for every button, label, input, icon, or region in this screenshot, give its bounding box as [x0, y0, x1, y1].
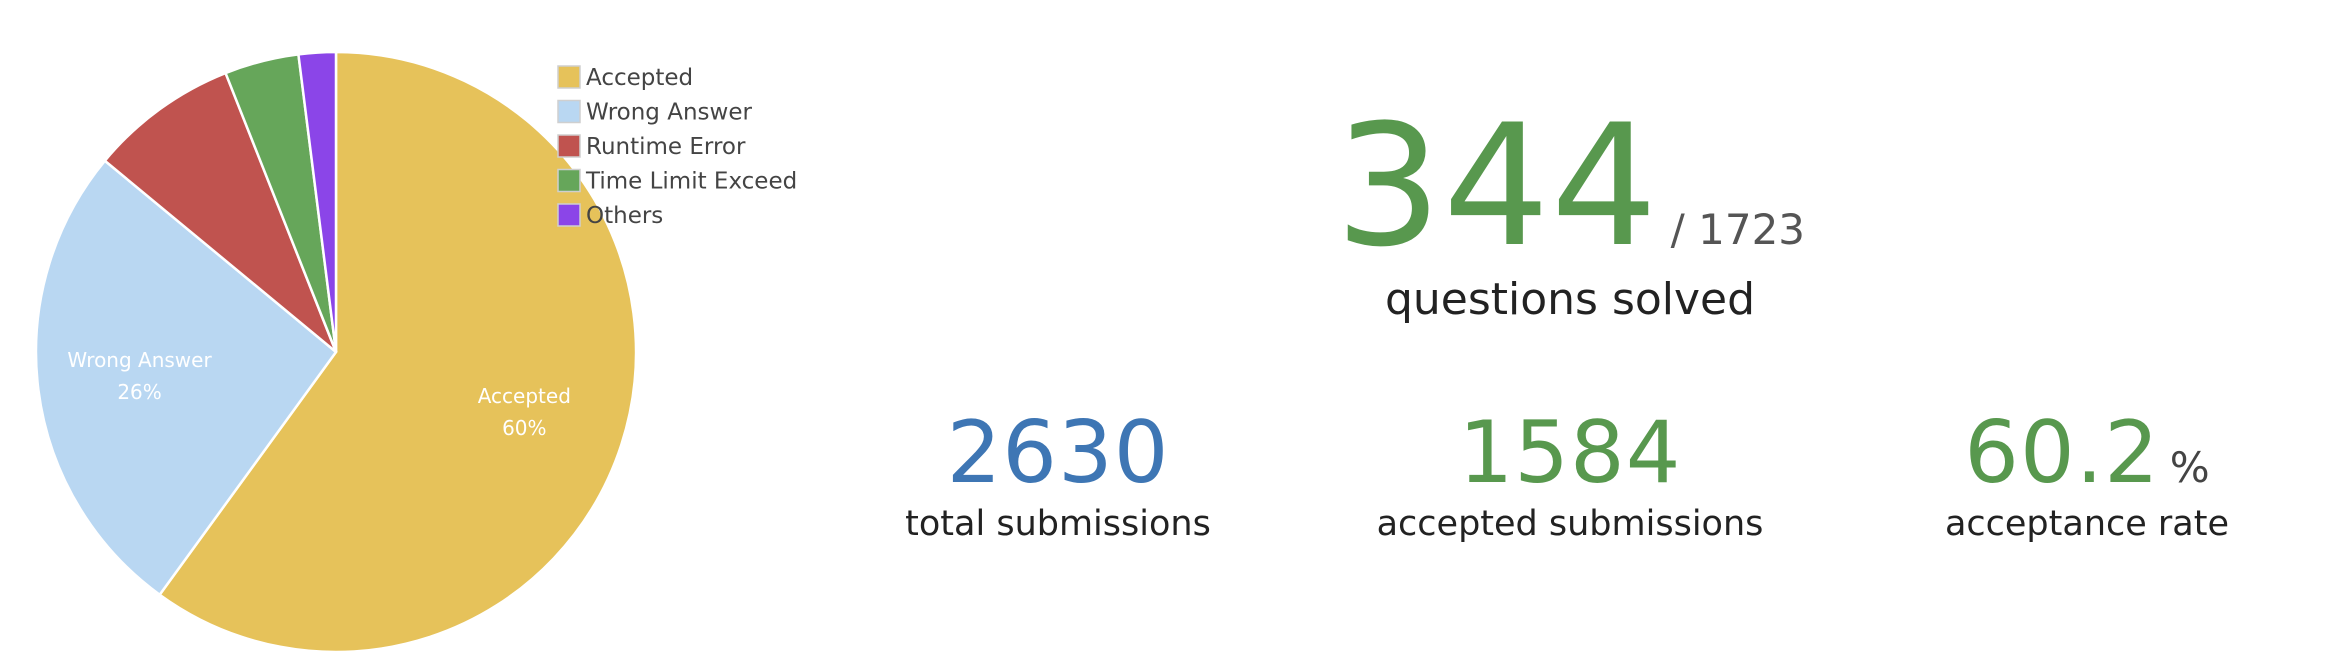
questions-solved-stat: 344 / 1723 questions solved — [1270, 102, 1870, 325]
solved-count: 344 — [1334, 88, 1659, 284]
acceptance-rate-value: 60.2 — [1964, 403, 2160, 503]
total-questions: / 1723 — [1670, 205, 1806, 254]
legend-swatch-runtime-error[interactable] — [557, 134, 581, 158]
slice-percent-wrong-answer: 26% — [117, 380, 161, 404]
total-submissions-count: 2630 — [946, 403, 1170, 503]
legend-label-runtime-error[interactable]: Runtime Error — [586, 134, 746, 160]
legend-swatch-accepted[interactable] — [557, 65, 581, 89]
legend-label-wrong-answer[interactable]: Wrong Answer — [586, 100, 752, 126]
total-submissions-caption: total submissions — [905, 504, 1211, 544]
submission-pie-chart: Accepted 60% Wrong Answer 26% Accepted Wrong… — [34, 50, 797, 654]
slice-label-wrong-answer: Wrong Answer — [67, 348, 212, 372]
accepted-submissions-count: 1584 — [1458, 403, 1682, 503]
acceptance-rate-stat: 60.2 % acceptance rate — [1857, 410, 2317, 544]
legend-swatch-time-limit-exceed[interactable] — [557, 168, 581, 193]
legend-label-others[interactable]: Others — [586, 203, 663, 229]
pie-slice-others[interactable] — [297, 50, 338, 353]
pie-slice-wrong-answer[interactable] — [34, 159, 338, 597]
chart-legend: Accepted Wrong Answer Runtime Error Time Li… — [557, 65, 797, 229]
total-submissions-stat: 2630 total submissions — [828, 410, 1288, 544]
slice-label-accepted: Accepted — [478, 384, 571, 408]
acceptance-rate-unit: % — [2169, 443, 2210, 492]
legend-swatch-wrong-answer[interactable] — [557, 99, 581, 124]
pie-slice-runtime-error[interactable] — [103, 71, 338, 353]
legend-swatch-others[interactable] — [557, 203, 581, 227]
accepted-submissions-caption: accepted submissions — [1376, 504, 1764, 544]
solved-caption: questions solved — [1384, 274, 1756, 325]
pie-slice-accepted[interactable] — [157, 50, 638, 654]
acceptance-rate-caption: acceptance rate — [1944, 504, 2230, 544]
legend-label-accepted[interactable]: Accepted — [586, 65, 693, 91]
accepted-submissions-stat: 1584 accepted submissions — [1340, 410, 1800, 544]
legend-label-time-limit-exceed[interactable]: Time Limit Exceed — [585, 169, 797, 195]
slice-percent-accepted: 60% — [502, 416, 546, 440]
